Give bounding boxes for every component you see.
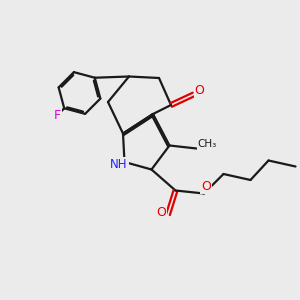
Text: CH₃: CH₃: [197, 139, 217, 149]
Text: O: O: [195, 84, 204, 98]
Text: O: O: [157, 206, 166, 220]
Text: F: F: [54, 109, 61, 122]
Text: O: O: [202, 179, 211, 193]
Text: NH: NH: [110, 158, 128, 171]
